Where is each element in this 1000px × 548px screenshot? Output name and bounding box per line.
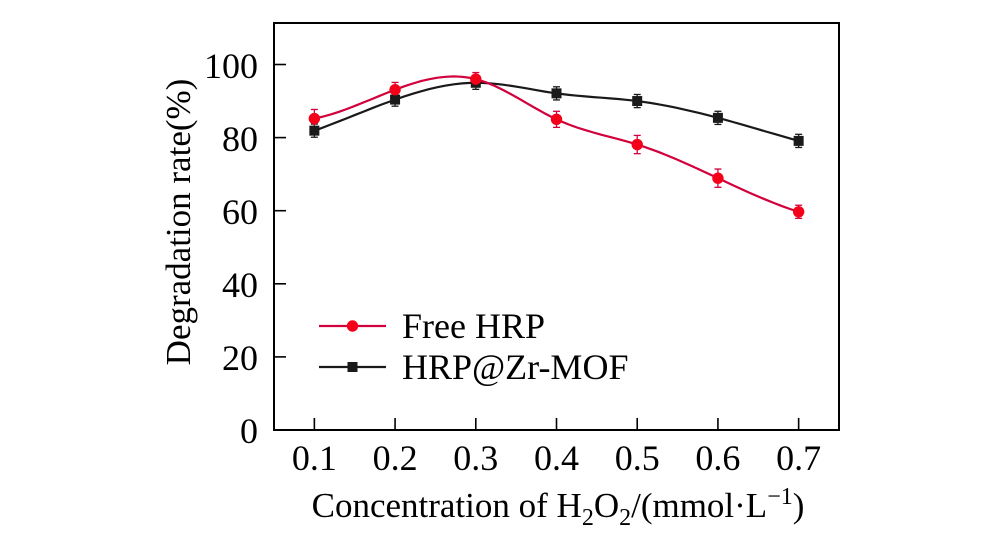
svg-text:Degradation rate(%): Degradation rate(%)	[159, 79, 198, 366]
svg-text:0.4: 0.4	[534, 438, 579, 478]
svg-text:20: 20	[222, 338, 258, 378]
svg-text:60: 60	[222, 192, 258, 232]
svg-text:0.3: 0.3	[453, 438, 498, 478]
svg-text:0.7: 0.7	[776, 438, 821, 478]
svg-text:40: 40	[222, 265, 258, 305]
svg-text:0: 0	[240, 411, 258, 451]
svg-text:100: 100	[204, 46, 258, 86]
svg-text:HRP@Zr-MOF: HRP@Zr-MOF	[402, 347, 628, 387]
svg-text:0.2: 0.2	[373, 438, 418, 478]
svg-text:Concentration of H2O2/(mmol·L−: Concentration of H2O2/(mmol·L−1)	[312, 484, 805, 531]
svg-text:Free HRP: Free HRP	[402, 306, 545, 346]
svg-text:0.1: 0.1	[292, 438, 337, 478]
svg-text:0.6: 0.6	[695, 438, 740, 478]
svg-text:0.5: 0.5	[615, 438, 660, 478]
svg-text:80: 80	[222, 119, 258, 159]
